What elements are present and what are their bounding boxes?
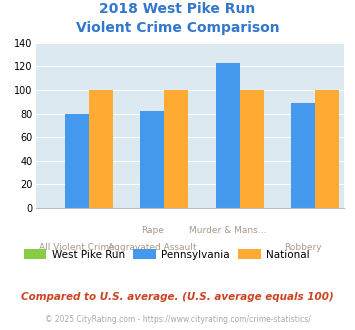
Text: Rape: Rape [141,226,164,235]
Bar [240,90,264,208]
Text: All Violent Crime: All Violent Crime [39,243,115,251]
Text: Murder & Mans...: Murder & Mans... [189,226,266,235]
Bar [215,63,240,208]
Bar [164,90,189,208]
Text: Compared to U.S. average. (U.S. average equals 100): Compared to U.S. average. (U.S. average … [21,292,334,302]
Text: Robbery: Robbery [284,243,322,251]
Text: © 2025 CityRating.com - https://www.cityrating.com/crime-statistics/: © 2025 CityRating.com - https://www.city… [45,315,310,324]
Text: 2018 West Pike Run: 2018 West Pike Run [99,2,256,16]
Legend: West Pike Run, Pennsylvania, National: West Pike Run, Pennsylvania, National [20,245,314,264]
Text: Violent Crime Comparison: Violent Crime Comparison [76,21,279,35]
Text: Aggravated Assault: Aggravated Assault [108,243,197,251]
Bar [291,103,315,208]
Bar [65,114,89,208]
Bar [315,90,339,208]
Bar [89,90,113,208]
Bar [140,111,164,208]
